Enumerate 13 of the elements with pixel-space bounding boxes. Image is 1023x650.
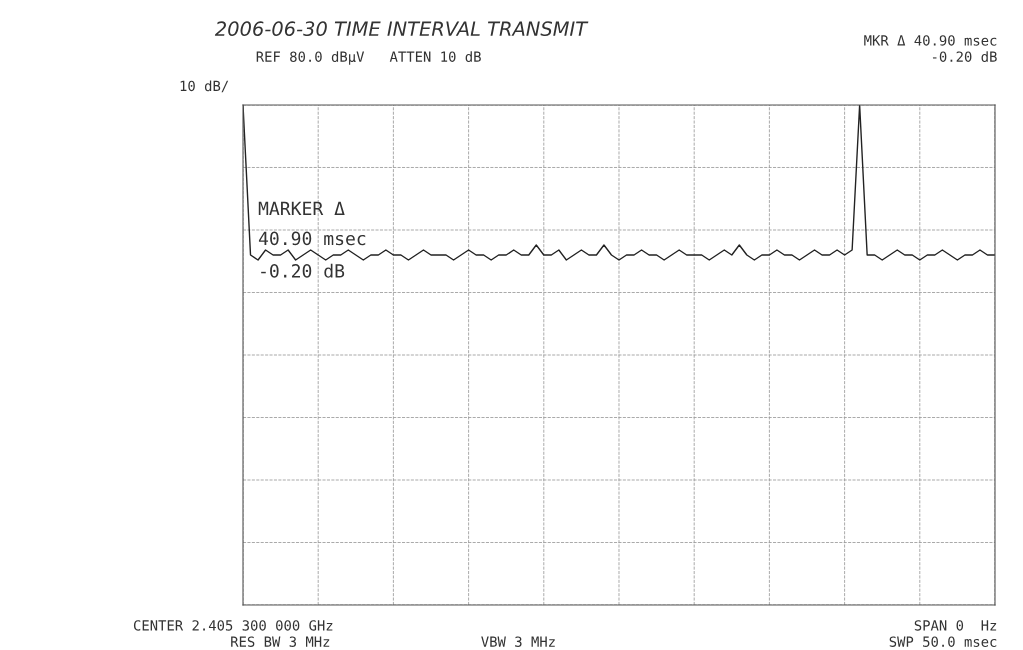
chart-title: 2006-06-30 TIME INTERVAL TRANSMIT bbox=[214, 21, 589, 37]
annotation: MARKER Δ bbox=[258, 201, 345, 215]
text: VBW 3 MHz bbox=[481, 636, 555, 647]
annotation: 40.90 msec bbox=[258, 231, 366, 246]
text: SWP 50.0 msec bbox=[889, 636, 997, 647]
text: MKR Δ 40.90 msec bbox=[864, 35, 997, 46]
text: CENTER 2.405 300 000 GHz bbox=[133, 620, 333, 631]
annotation: -0.20 dB bbox=[261, 263, 345, 278]
text: 10 dB/ bbox=[180, 80, 229, 93]
text: RES BW 3 MHz bbox=[231, 636, 330, 647]
text: SPAN 0 Hz bbox=[914, 620, 997, 631]
text: REF 80.0 dBµV ATTEN 10 dB bbox=[256, 51, 481, 65]
text: -0.20 dB bbox=[932, 51, 997, 62]
